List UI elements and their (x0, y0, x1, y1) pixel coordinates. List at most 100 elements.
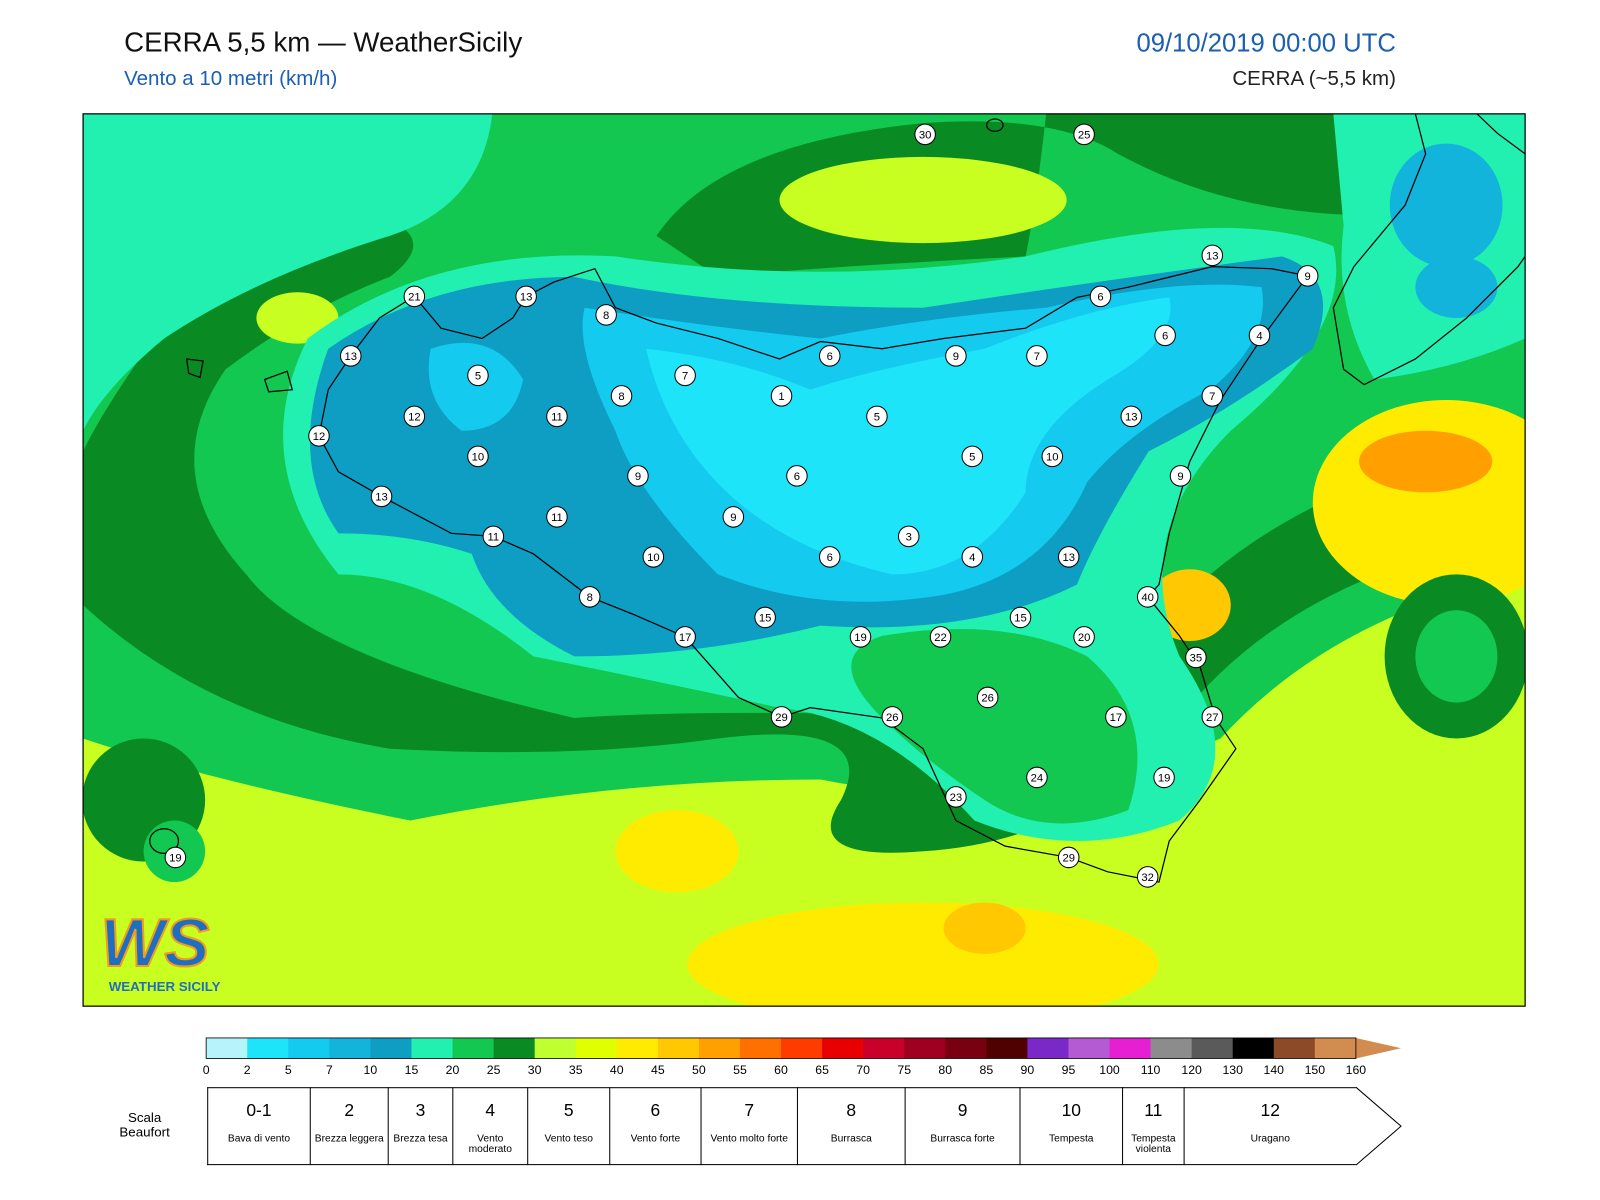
beaufort-level: 7 Vento molto forte (700, 1087, 797, 1166)
beaufort-force: 4 (485, 1100, 496, 1120)
station-value: 11 (551, 412, 563, 424)
color-bin (452, 1037, 495, 1059)
station-value: 19 (854, 632, 867, 644)
station-marker (722, 506, 745, 528)
station-marker (1136, 866, 1159, 888)
datetime: 09/10/2019 00:00 UTC (1136, 28, 1396, 58)
station-marker (339, 345, 362, 367)
color-bin (1027, 1037, 1069, 1059)
beaufort-name: Vento moderato (468, 1133, 512, 1155)
beaufort-level: 10 Tempesta (1019, 1087, 1123, 1166)
station-marker (866, 405, 888, 428)
colorbar-tick-label: 150 (1305, 1063, 1326, 1077)
station-marker (1009, 606, 1032, 629)
color-bin (657, 1037, 700, 1059)
colorbar-tick-label: 5 (285, 1063, 292, 1077)
station-value: 6 (1162, 330, 1168, 342)
station-value: 4 (1256, 330, 1262, 342)
station-value: 8 (587, 592, 593, 604)
color-bin (493, 1037, 536, 1059)
station-value: 12 (408, 412, 421, 424)
colorbar-tick-label: 75 (897, 1063, 911, 1077)
station-value: 15 (759, 613, 772, 625)
station-marker (674, 364, 696, 387)
station-marker (467, 364, 489, 387)
station-marker (945, 345, 967, 367)
station-value: 1 (778, 391, 784, 403)
station-marker (754, 606, 776, 629)
beaufort-level: 5 Vento teso (527, 1087, 610, 1166)
station-value: 13 (1206, 250, 1219, 262)
station-value: 27 (1206, 712, 1219, 724)
colorbar-tick-label: 10 (364, 1063, 378, 1077)
beaufort-arrow (1355, 1086, 1402, 1166)
beaufort-name: Burrasca (830, 1133, 872, 1145)
station-marker (897, 525, 920, 548)
station-marker (1169, 465, 1192, 487)
color-bin (1273, 1037, 1316, 1059)
colorbar-tick-label: 40 (610, 1063, 624, 1077)
color-bin (288, 1037, 330, 1059)
subtitle: Vento a 10 metri (km/h) (124, 67, 338, 91)
station-marker (595, 304, 617, 326)
beaufort-name: Tempesta violenta (1131, 1133, 1176, 1155)
station-value: 11 (487, 532, 499, 544)
colorbar-tick-label: 55 (733, 1063, 747, 1077)
color-bin (1109, 1037, 1152, 1059)
station-marker (403, 285, 426, 308)
station-value: 17 (1110, 712, 1123, 724)
station-value: 9 (953, 351, 959, 363)
colorbar-tick-label: 20 (446, 1063, 460, 1077)
station-value: 9 (730, 512, 736, 524)
station-marker (1154, 324, 1176, 347)
station-value: 9 (1177, 471, 1183, 483)
station-marker (1153, 766, 1175, 789)
beaufort-level: 11 Tempesta violenta (1122, 1087, 1184, 1166)
beaufort-name: Burrasca forte (930, 1133, 995, 1145)
station-marker (849, 626, 872, 648)
colorbar-tick-label: 110 (1141, 1063, 1161, 1077)
color-bin (575, 1037, 618, 1059)
station-value: 40 (1141, 592, 1154, 604)
colorbar-tick-label: 25 (487, 1063, 501, 1077)
color-bin (863, 1037, 905, 1059)
beaufort-name: Vento forte (630, 1133, 681, 1145)
beaufort-force: 7 (744, 1100, 755, 1120)
station-value: 4 (969, 552, 975, 564)
station-value: 32 (1141, 872, 1154, 884)
station-value: 6 (827, 552, 833, 564)
colorbar-tick-label: 65 (815, 1063, 829, 1077)
station-marker (642, 546, 665, 568)
station-marker (403, 405, 426, 428)
station-value: 9 (1305, 271, 1311, 283)
beaufort-force: 12 (1260, 1100, 1280, 1120)
station-marker (627, 465, 649, 487)
station-value: 13 (1062, 552, 1075, 564)
station-marker (1026, 345, 1048, 367)
model: CERRA (~5,5 km) (1232, 67, 1396, 91)
station-marker (1026, 766, 1048, 789)
beaufort-level: 2 Brezza leggera (309, 1087, 388, 1166)
colorbar-tick-label: 140 (1264, 1063, 1285, 1077)
beaufort-name: Uragano (1250, 1133, 1290, 1145)
stations: 30 25 13 9 21 13 6 8 6 4 13 6 9 7 5 7 1 8 7 12 11 5 13 12 10 5 10 9… (164, 123, 1319, 888)
logo-name: WEATHER SICILY (109, 979, 221, 994)
station-value: 6 (827, 351, 833, 363)
beaufort-level: 0-1 Bava di vento (207, 1087, 310, 1166)
station-marker (818, 345, 841, 367)
station-value: 5 (475, 370, 481, 382)
station-value: 20 (1078, 632, 1091, 644)
station-value: 17 (679, 632, 692, 644)
station-value: 24 (1031, 773, 1044, 785)
title: CERRA 5,5 km — WeatherSicily (124, 26, 523, 58)
station-marker (1041, 445, 1064, 468)
beaufort-force: 3 (415, 1100, 426, 1120)
color-bin (781, 1037, 823, 1059)
station-value: 29 (775, 712, 788, 724)
beaufort-level: 8 Burrasca (796, 1087, 905, 1166)
colorbar-tick-label: 120 (1181, 1063, 1202, 1077)
colorbar-tick-label: 0 (203, 1063, 210, 1077)
station-marker (770, 706, 793, 728)
station-marker (308, 425, 330, 447)
beaufort-force: 6 (650, 1100, 661, 1120)
